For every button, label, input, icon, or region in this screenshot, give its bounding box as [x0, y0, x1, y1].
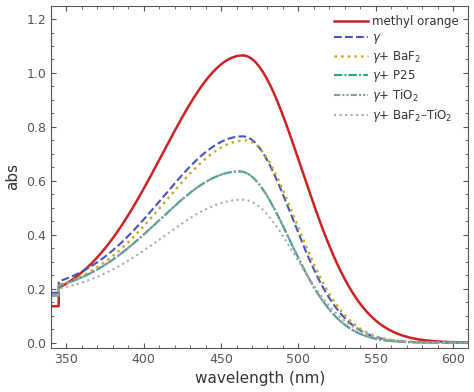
- gamma_p25: [237, 169, 243, 174]
- methyl orange: [255, 63, 261, 67]
- Line: gamma: gamma: [51, 136, 474, 343]
- gamma_baf2: [48, 293, 54, 298]
- gamma: [240, 134, 246, 139]
- gamma_baf2: [255, 144, 261, 149]
- methyl orange: [48, 304, 54, 309]
- gamma_tio2: [70, 279, 75, 283]
- gamma_tio2: [255, 180, 261, 185]
- methyl orange: [70, 277, 75, 282]
- gamma_baf2: [70, 278, 75, 283]
- Line: gamma_baf2tio2: gamma_baf2tio2: [51, 200, 474, 343]
- methyl orange: [461, 340, 467, 345]
- gamma_p25: [383, 338, 389, 343]
- gamma: [383, 337, 389, 342]
- gamma_baf2: [243, 138, 249, 143]
- gamma_baf2: [461, 340, 467, 345]
- gamma_baf2tio2: [70, 283, 75, 288]
- Line: gamma_baf2: gamma_baf2: [51, 140, 474, 343]
- gamma_baf2tio2: [383, 337, 389, 341]
- gamma_p25: [461, 340, 467, 345]
- gamma_tio2: [244, 171, 249, 176]
- gamma: [461, 340, 467, 345]
- methyl orange: [383, 326, 389, 330]
- gamma_baf2: [461, 340, 467, 345]
- methyl orange: [244, 54, 249, 58]
- gamma_p25: [461, 340, 467, 345]
- gamma_baf2tio2: [461, 340, 467, 345]
- gamma_tio2: [461, 340, 467, 345]
- gamma_baf2tio2: [244, 198, 249, 203]
- gamma_baf2: [383, 337, 389, 341]
- methyl orange: [240, 53, 246, 58]
- gamma: [244, 134, 249, 139]
- methyl orange: [461, 340, 467, 345]
- gamma_baf2tio2: [461, 340, 467, 345]
- Line: gamma_tio2: gamma_tio2: [51, 171, 474, 343]
- gamma_baf2tio2: [255, 203, 261, 208]
- gamma_baf2: [244, 138, 249, 143]
- gamma_tio2: [237, 169, 243, 174]
- gamma_baf2tio2: [240, 197, 246, 202]
- gamma: [48, 290, 54, 295]
- gamma: [255, 143, 261, 148]
- Legend: methyl orange, $\gamma$, $\gamma$+ BaF$_2$, $\gamma$+ P25, $\gamma$+ TiO$_2$, $\: methyl orange, $\gamma$, $\gamma$+ BaF$_…: [331, 11, 463, 127]
- gamma_p25: [255, 180, 261, 185]
- gamma_p25: [48, 293, 54, 298]
- gamma_tio2: [461, 340, 467, 345]
- gamma_p25: [70, 279, 75, 283]
- gamma_tio2: [48, 293, 54, 298]
- gamma: [70, 274, 75, 278]
- gamma: [461, 340, 467, 345]
- gamma_baf2tio2: [48, 293, 54, 298]
- Y-axis label: abs: abs: [6, 163, 20, 191]
- Line: gamma_p25: gamma_p25: [51, 171, 474, 343]
- gamma_tio2: [383, 338, 389, 343]
- gamma_p25: [244, 171, 249, 176]
- X-axis label: wavelength (nm): wavelength (nm): [195, 372, 325, 387]
- Line: methyl orange: methyl orange: [51, 55, 474, 343]
